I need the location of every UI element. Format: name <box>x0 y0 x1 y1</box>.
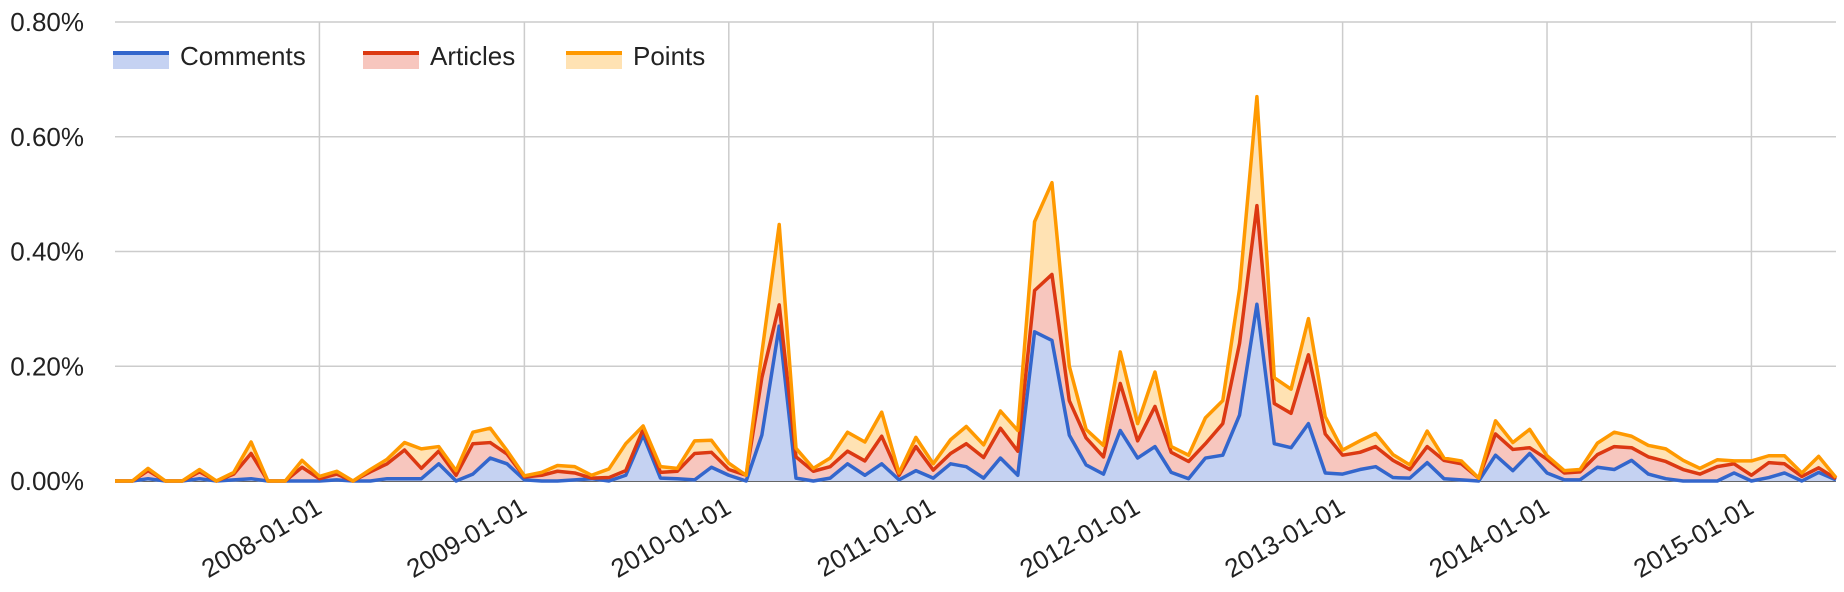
legend-label-articles: Articles <box>430 41 515 71</box>
y-axis-ticks: 0.00% 0.20% 0.40% 0.60% 0.80% <box>10 7 84 496</box>
legend-label-comments: Comments <box>180 41 306 71</box>
x-axis-ticks: 2008-01-01 2009-01-01 2010-01-01 2011-01-01… <box>196 491 1758 583</box>
y-tick-label: 0.00% <box>10 466 84 496</box>
y-tick-label: 0.60% <box>10 122 84 152</box>
x-tick-label: 2010-01-01 <box>606 491 736 583</box>
x-tick-label: 2013-01-01 <box>1219 491 1349 583</box>
legend-swatch-points <box>566 51 622 69</box>
series-lines <box>115 94 1838 483</box>
line-comments <box>115 302 1837 483</box>
legend: Comments Articles Points <box>113 41 705 71</box>
line-articles <box>115 203 1837 483</box>
line-points <box>115 94 1838 483</box>
x-tick-label: 2011-01-01 <box>812 491 941 583</box>
y-tick-label: 0.40% <box>10 237 84 267</box>
x-tick-label: 2008-01-01 <box>196 491 326 583</box>
x-tick-label: 2015-01-01 <box>1628 491 1758 583</box>
legend-label-points: Points <box>633 41 705 71</box>
series-areas <box>115 96 1836 481</box>
area-points <box>115 96 1836 481</box>
legend-swatch-articles <box>363 51 419 69</box>
legend-swatch-comments <box>113 51 169 69</box>
y-tick-label: 0.20% <box>10 351 84 381</box>
y-tick-label: 0.80% <box>10 7 84 37</box>
x-tick-label: 2009-01-01 <box>401 491 531 583</box>
grid-lines <box>115 21 1836 482</box>
x-tick-label: 2012-01-01 <box>1014 491 1144 583</box>
x-tick-label: 2014-01-01 <box>1424 491 1554 583</box>
